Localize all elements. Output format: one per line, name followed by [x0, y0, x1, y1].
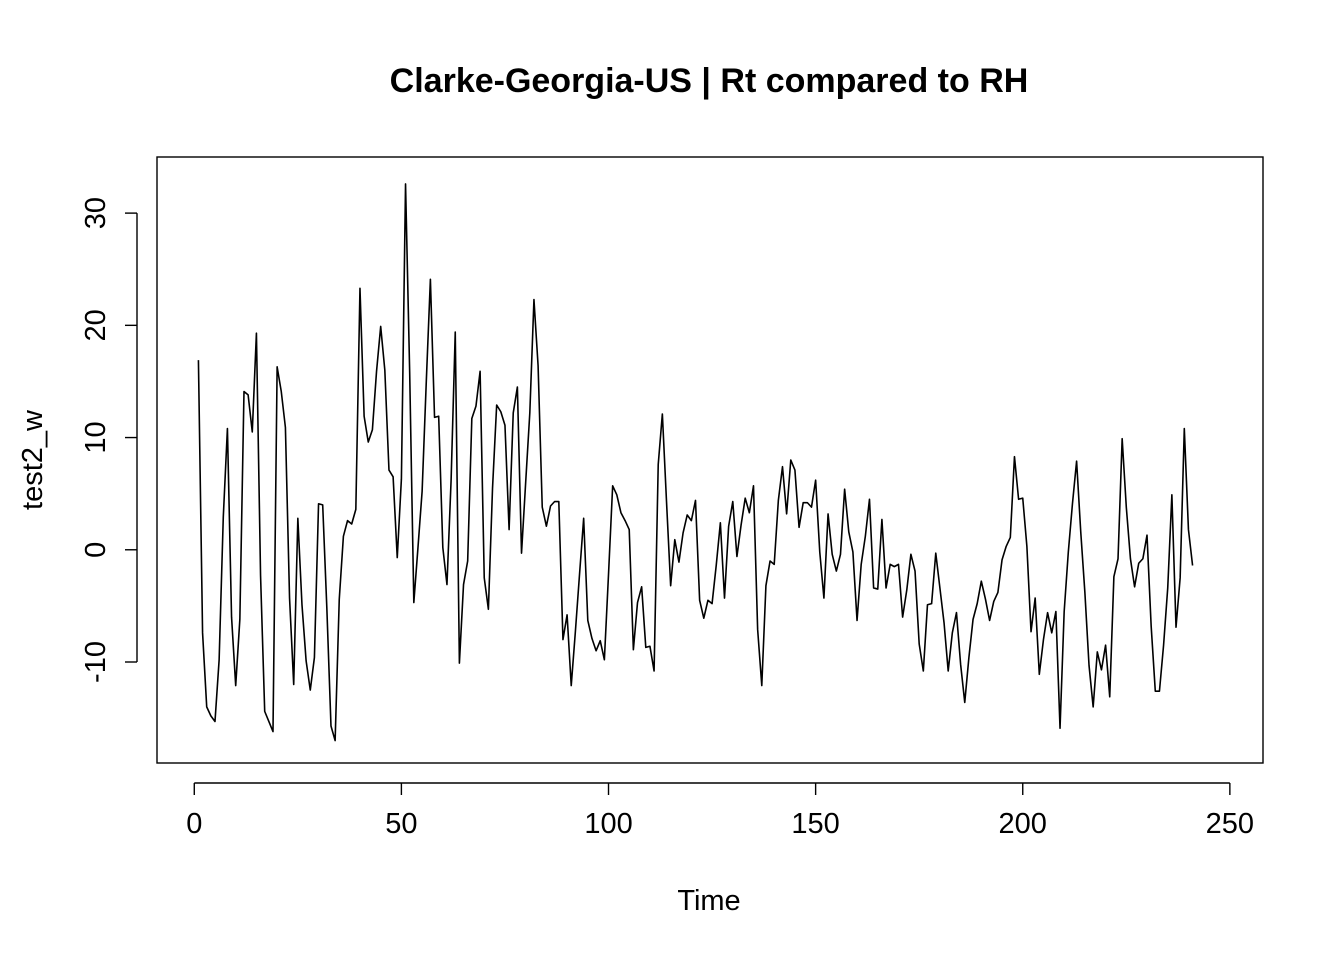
y-axis: -10 0 10 20 30 [80, 197, 138, 683]
x-axis: 0 50 100 150 200 250 [186, 782, 1254, 840]
y-tick-label: 30 [80, 197, 112, 229]
x-tick-label: 100 [584, 808, 632, 840]
series-line [197, 183, 1194, 742]
y-tick-label: 20 [80, 309, 112, 341]
x-tick-label: 0 [186, 808, 202, 840]
x-tick-label: 150 [791, 808, 839, 840]
x-axis-label: Time [677, 885, 740, 917]
x-tick-label: 50 [385, 808, 417, 840]
plot-frame [156, 156, 1264, 764]
y-tick-label: 0 [80, 542, 112, 558]
x-tick-label: 250 [1206, 808, 1254, 840]
y-axis-label: test2_w [17, 409, 49, 510]
y-tick-label: -10 [80, 641, 112, 683]
x-tick-label: 200 [999, 808, 1047, 840]
y-tick-label: 10 [80, 421, 112, 453]
chart-title: Clarke-Georgia-US | Rt compared to RH [390, 62, 1029, 100]
